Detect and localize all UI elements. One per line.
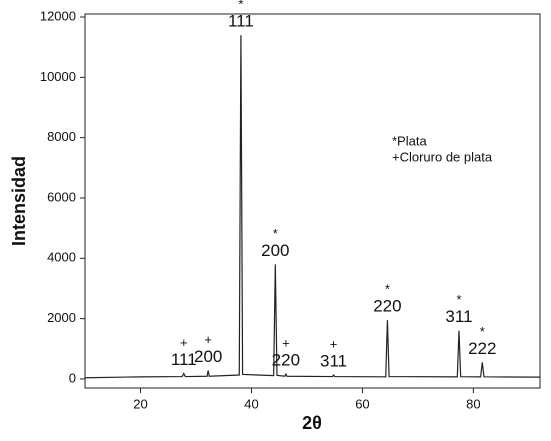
peak-label: 220 [272,351,300,370]
y-tick-label: 4000 [47,250,76,265]
peak-marker: + [330,336,338,351]
peak-marker: * [238,0,243,12]
x-axis-title: 2θ [302,413,322,433]
peak-label: 222 [468,339,496,358]
y-tick-label: 6000 [47,189,76,204]
peak-marker: * [456,292,461,307]
y-tick-label: 8000 [47,129,76,144]
peak-marker: * [273,226,278,241]
y-tick-label: 0 [69,370,76,385]
peak-marker: * [480,324,485,339]
y-tick-label: 12000 [40,8,76,23]
plot-frame [84,13,541,389]
y-tick-label: 2000 [47,310,76,325]
legend-note: *Plata [392,133,427,148]
peak-marker: * [385,282,390,297]
x-tick-label: 80 [466,396,480,411]
peak-label: 311 [445,307,472,326]
peak-marker: + [204,332,212,347]
x-tick-label: 40 [244,396,258,411]
legend-note: +Cloruro de plata [392,149,493,164]
peak-marker: + [180,335,188,350]
peak-label: 311 [320,352,347,371]
peak-label: 220 [373,297,401,316]
data-line [84,35,541,379]
y-tick-label: 10000 [40,69,76,84]
y-axis-title: Intensidad [9,156,29,246]
peak-label: 200 [261,241,289,260]
peak-label: 111 [171,350,197,369]
x-tick-label: 60 [355,396,369,411]
peak-label: 111 [228,12,254,31]
peak-label: 200 [194,347,222,366]
x-tick-label: 20 [133,396,147,411]
peak-marker: + [282,336,290,351]
